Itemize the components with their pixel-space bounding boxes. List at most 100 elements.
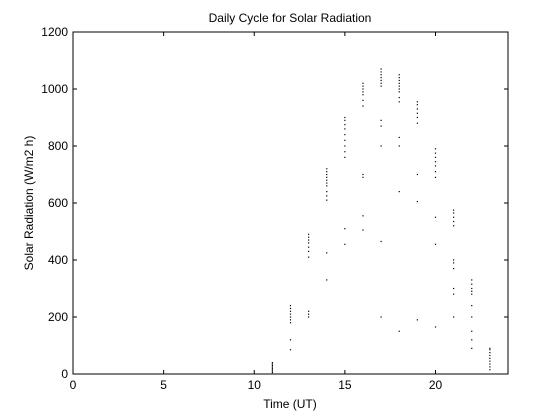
- data-point: [308, 316, 310, 318]
- data-point: [471, 339, 473, 341]
- data-point: [416, 122, 418, 124]
- data-point: [362, 94, 364, 96]
- data-point: [434, 152, 437, 154]
- data-point: [434, 176, 437, 178]
- y-tick-label: 400: [48, 253, 68, 267]
- data-point: [489, 369, 491, 371]
- x-axis-ticks: 0 5 10 15 20: [70, 32, 442, 392]
- data-point: [344, 156, 346, 158]
- data-point: [489, 354, 491, 357]
- data-point: [308, 250, 310, 253]
- y-tick-label: 200: [48, 310, 68, 324]
- data-point: [289, 307, 292, 310]
- data-point: [434, 171, 437, 173]
- data-point: [453, 212, 455, 214]
- data-point: [362, 176, 364, 178]
- data-point: [471, 293, 473, 295]
- data-point: [416, 319, 418, 321]
- data-point: [398, 191, 400, 193]
- data-point: [398, 79, 400, 82]
- data-point: [344, 145, 346, 147]
- data-point: [380, 240, 382, 243]
- data-point: [471, 287, 473, 290]
- data-point: [380, 74, 382, 76]
- data-point: [434, 216, 437, 218]
- y-axis-ticks: 0 200 400 600 800 1000 1200: [41, 25, 508, 381]
- data-point: [344, 116, 346, 119]
- data-point: [380, 316, 382, 318]
- data-point: [453, 262, 455, 264]
- data-point: [416, 101, 418, 103]
- data-point: [271, 364, 273, 367]
- data-point: [308, 233, 310, 235]
- data-point: [434, 326, 437, 328]
- data-point: [471, 316, 473, 318]
- data-point: [362, 105, 364, 107]
- data-point: [308, 313, 310, 315]
- data-point: [362, 173, 364, 176]
- data-point: [380, 125, 382, 127]
- data-point: [380, 68, 382, 70]
- data-point: [434, 148, 437, 150]
- data-points: [271, 68, 491, 374]
- data-point: [380, 82, 382, 84]
- data-point: [453, 293, 455, 295]
- data-point: [398, 91, 400, 93]
- data-point: [326, 171, 328, 173]
- data-point: [398, 88, 400, 90]
- data-point: [289, 349, 292, 351]
- data-point: [380, 71, 382, 73]
- data-point: [416, 116, 418, 119]
- data-point: [489, 360, 491, 362]
- data-point: [416, 108, 418, 110]
- data-point: [398, 82, 400, 84]
- data-point: [489, 366, 491, 368]
- data-point: [380, 79, 382, 82]
- data-point: [308, 236, 310, 238]
- data-point: [308, 256, 310, 258]
- data-point: [289, 339, 292, 341]
- data-point: [398, 330, 400, 332]
- data-point: [489, 347, 491, 349]
- data-point: [289, 313, 292, 315]
- data-point: [416, 112, 418, 114]
- data-point: [398, 85, 400, 87]
- data-point: [453, 259, 455, 261]
- data-point: [471, 305, 473, 307]
- y-tick-label: 600: [48, 196, 68, 210]
- data-point: [398, 74, 400, 76]
- data-point: [416, 104, 418, 106]
- x-axis-label: Time (UT): [263, 397, 317, 411]
- data-point: [344, 128, 346, 130]
- data-point: [289, 316, 292, 318]
- data-point: [489, 357, 491, 359]
- y-tick-label: 1000: [41, 82, 68, 96]
- data-point: [271, 362, 273, 364]
- data-point: [326, 195, 328, 197]
- data-point: [453, 225, 455, 227]
- data-point: [271, 367, 273, 369]
- data-point: [289, 305, 292, 307]
- data-point: [271, 370, 273, 372]
- data-point: [453, 216, 455, 218]
- data-point: [471, 330, 473, 332]
- data-point: [398, 101, 400, 103]
- data-point: [434, 165, 437, 167]
- data-point: [326, 252, 328, 254]
- data-point: [344, 228, 346, 230]
- data-point: [344, 124, 346, 126]
- y-axis-label: Solar Radiation (W/m2 h): [22, 136, 36, 271]
- data-point: [398, 96, 400, 99]
- data-point: [362, 99, 364, 101]
- data-point: [489, 352, 491, 354]
- data-point: [434, 156, 437, 158]
- data-point: [380, 85, 382, 87]
- data-point: [326, 279, 328, 281]
- data-point: [326, 179, 328, 181]
- data-point: [380, 119, 382, 121]
- x-tick-label: 5: [160, 378, 167, 392]
- x-tick-label: 0: [70, 378, 77, 392]
- data-point: [344, 139, 346, 141]
- data-point: [380, 145, 382, 147]
